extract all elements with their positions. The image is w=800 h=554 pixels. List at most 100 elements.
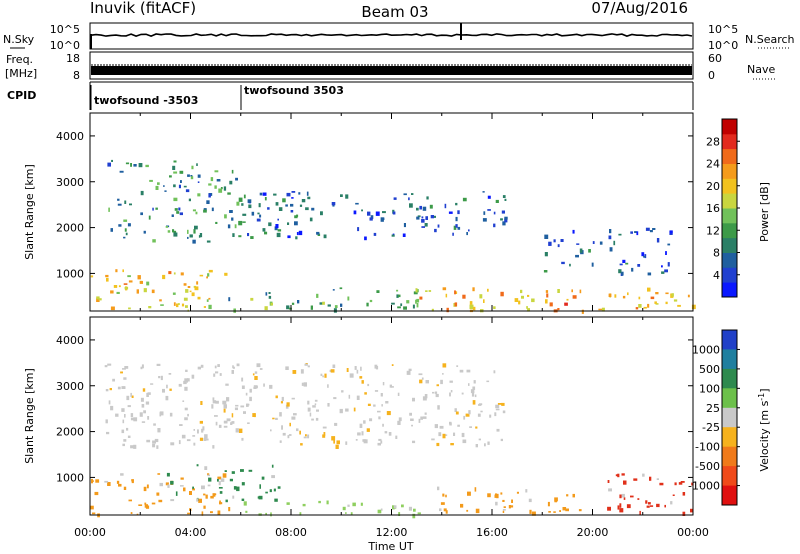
colorbar-swatch (722, 466, 737, 486)
data-cell (345, 512, 347, 514)
data-cell (231, 413, 234, 418)
data-cell (124, 366, 129, 369)
data-cell (359, 376, 363, 379)
data-cell (149, 179, 153, 182)
data-cell (236, 363, 240, 367)
data-cell (647, 272, 652, 276)
data-cell (305, 207, 309, 211)
data-cell (222, 400, 227, 405)
data-cell (173, 272, 176, 275)
data-cell (171, 214, 174, 217)
data-cell (264, 197, 267, 201)
data-cell (333, 308, 337, 313)
data-cell (212, 445, 215, 449)
data-cell (256, 218, 261, 222)
data-cell (391, 364, 394, 366)
data-cell (122, 368, 126, 370)
data-cell (192, 486, 194, 489)
data-cell (479, 294, 483, 299)
noise-left-label: N.Sky (3, 33, 35, 46)
data-cell (306, 191, 309, 196)
data-cell (298, 192, 301, 195)
data-cell (439, 508, 442, 512)
data-cell (302, 503, 306, 507)
data-cell (377, 442, 381, 446)
data-cell (487, 288, 489, 292)
data-cell (248, 204, 252, 209)
data-cell (217, 510, 221, 515)
data-cell (291, 397, 295, 400)
data-cell (315, 417, 319, 421)
data-cell (408, 368, 412, 371)
data-cell (364, 392, 367, 395)
data-cell (592, 241, 595, 244)
data-cell (187, 286, 191, 288)
data-cell (373, 404, 376, 407)
data-cell (341, 390, 344, 393)
data-cell (527, 308, 530, 312)
data-cell (496, 493, 499, 499)
data-cell (196, 464, 199, 467)
data-cell (208, 304, 212, 310)
data-cell (158, 499, 163, 503)
data-cell (232, 365, 234, 369)
data-cell (140, 397, 144, 402)
data-cell (303, 382, 307, 387)
data-cell (127, 405, 131, 408)
data-cell (366, 302, 369, 307)
colorbar-tick-label: 8 (713, 247, 720, 260)
data-cell (646, 505, 650, 508)
data-cell (176, 303, 179, 308)
data-cell (323, 234, 327, 239)
data-cell (223, 408, 226, 413)
data-cell (226, 397, 230, 402)
data-cell (205, 494, 208, 499)
data-cell (389, 384, 392, 388)
data-cell (469, 301, 473, 305)
data-cell (232, 233, 235, 237)
data-cell (497, 403, 502, 405)
data-cell (373, 232, 377, 236)
data-cell (645, 500, 648, 504)
data-cell (250, 297, 254, 301)
y-tick-label: 2000 (56, 426, 84, 439)
data-cell (158, 376, 161, 379)
data-cell (201, 428, 204, 433)
data-cell (167, 230, 171, 233)
y-tick-label: 1000 (56, 267, 84, 280)
data-cell (434, 424, 438, 429)
data-cell (173, 302, 176, 306)
data-cell (212, 400, 217, 404)
data-cell (369, 299, 373, 303)
data-cell (299, 512, 302, 516)
data-cell (508, 505, 511, 509)
data-cell (127, 223, 131, 227)
data-cell (416, 298, 420, 303)
data-cell (301, 199, 306, 203)
data-cell (422, 206, 427, 211)
data-cell (168, 373, 172, 375)
data-cell (566, 494, 569, 497)
data-cell (185, 189, 190, 193)
data-cell (656, 503, 660, 508)
data-cell (109, 388, 112, 391)
data-cell (122, 443, 125, 447)
data-cell (322, 301, 325, 305)
data-cell (153, 423, 156, 426)
data-cell (140, 366, 143, 370)
data-cell (264, 231, 268, 235)
data-cell (163, 185, 165, 187)
data-cell (198, 498, 202, 503)
data-cell (218, 188, 223, 193)
data-cell (412, 397, 415, 402)
data-cell (288, 434, 292, 436)
data-cell (314, 399, 318, 402)
data-cell (430, 215, 434, 219)
data-cell (367, 383, 370, 387)
data-cell (115, 269, 118, 273)
data-cell (286, 305, 290, 310)
data-cell (95, 479, 100, 483)
cpid-program-2: twofsound 3503 (244, 84, 344, 97)
data-cell (193, 229, 196, 234)
data-cell (437, 224, 440, 228)
